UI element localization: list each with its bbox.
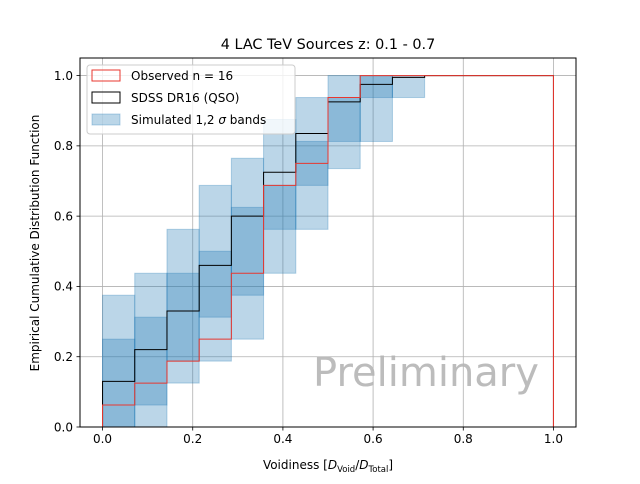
x-axis-label-den: D <box>359 458 368 472</box>
sigma1-band-bin <box>230 206 265 296</box>
x-axis-label-den-sub: Total <box>368 465 389 475</box>
sigma1-band-bin <box>166 272 200 362</box>
sigma1-band-bin <box>327 97 361 142</box>
x-tick-label: 0.8 <box>454 432 473 446</box>
legend-sdss-label: SDSS DR16 (QSO) <box>131 91 239 105</box>
x-tick-label: 0.6 <box>364 432 383 446</box>
legend-observed-label: Observed n = 16 <box>131 69 233 83</box>
x-axis-label-num-sub: Void <box>337 465 355 475</box>
axis-ticks: 0.0 0.2 0.4 0.6 0.8 1.0 0.0 0.2 0.4 0.6 0.8 1.0 <box>54 69 563 446</box>
legend-bands-label-post: bands <box>226 113 266 127</box>
y-axis-label: Empirical Cumulative Distribution Functi… <box>28 115 42 372</box>
legend-observed-swatch <box>91 69 121 82</box>
sigma1-band-bin <box>198 250 232 318</box>
legend-sdss-swatch <box>91 91 121 104</box>
y-tick-label: 0.8 <box>54 139 73 153</box>
legend-bands-label-sigma: σ <box>218 113 226 127</box>
sigma1-band-bin <box>134 316 168 406</box>
preliminary-watermark: Preliminary <box>313 350 539 396</box>
x-tick-label: 0.4 <box>273 432 292 446</box>
series-lines <box>102 75 554 427</box>
plot-frame <box>79 57 577 428</box>
sigma1-band-bin <box>102 338 136 428</box>
sigma2-band-bin <box>327 75 361 170</box>
legend-bands-label-pre: Simulated 1,2 <box>131 113 218 127</box>
sigma2-band-bin <box>198 184 232 362</box>
y-tick-label: 0.2 <box>54 350 73 364</box>
x-tick-label: 1.0 <box>544 432 563 446</box>
x-tick-label: 0.2 <box>183 432 202 446</box>
x-axis-label-suffix: ] <box>388 458 393 472</box>
sigma2-band-bin <box>166 228 200 384</box>
y-tick-label: 0.4 <box>54 280 73 294</box>
sigma1-band-bin <box>263 184 297 230</box>
sigma2-band-bin <box>263 119 297 274</box>
x-axis-label-prefix: Voidiness [ <box>263 458 328 472</box>
observed-ecdf-line <box>102 75 554 427</box>
legend: Observed n = 16 SDSS DR16 (QSO) Simulate… <box>86 64 296 135</box>
sigma2-band-bin <box>230 157 265 340</box>
x-axis-label: Voidiness [DVoid/DTotal] <box>263 458 393 475</box>
y-tick-label: 0.6 <box>54 209 73 223</box>
y-tick-label: 1.0 <box>54 69 73 83</box>
sdss-ecdf-line <box>102 75 554 427</box>
sigma2-band-bin <box>391 75 426 99</box>
legend-bands-swatch <box>91 113 121 126</box>
x-axis-label-sep: / <box>355 458 360 472</box>
y-tick-label: 0.0 <box>54 420 73 434</box>
sigma1-band-bin <box>359 75 393 99</box>
x-axis-label-num: D <box>328 458 337 472</box>
legend-frame <box>86 64 296 135</box>
legend-bands-label: Simulated 1,2 σ bands <box>131 113 266 127</box>
chart-title: 4 LAC TeV Sources z: 0.1 - 0.7 <box>221 37 436 53</box>
x-tick-label: 0.0 <box>93 432 112 446</box>
sigma2-band-bin <box>359 75 393 142</box>
